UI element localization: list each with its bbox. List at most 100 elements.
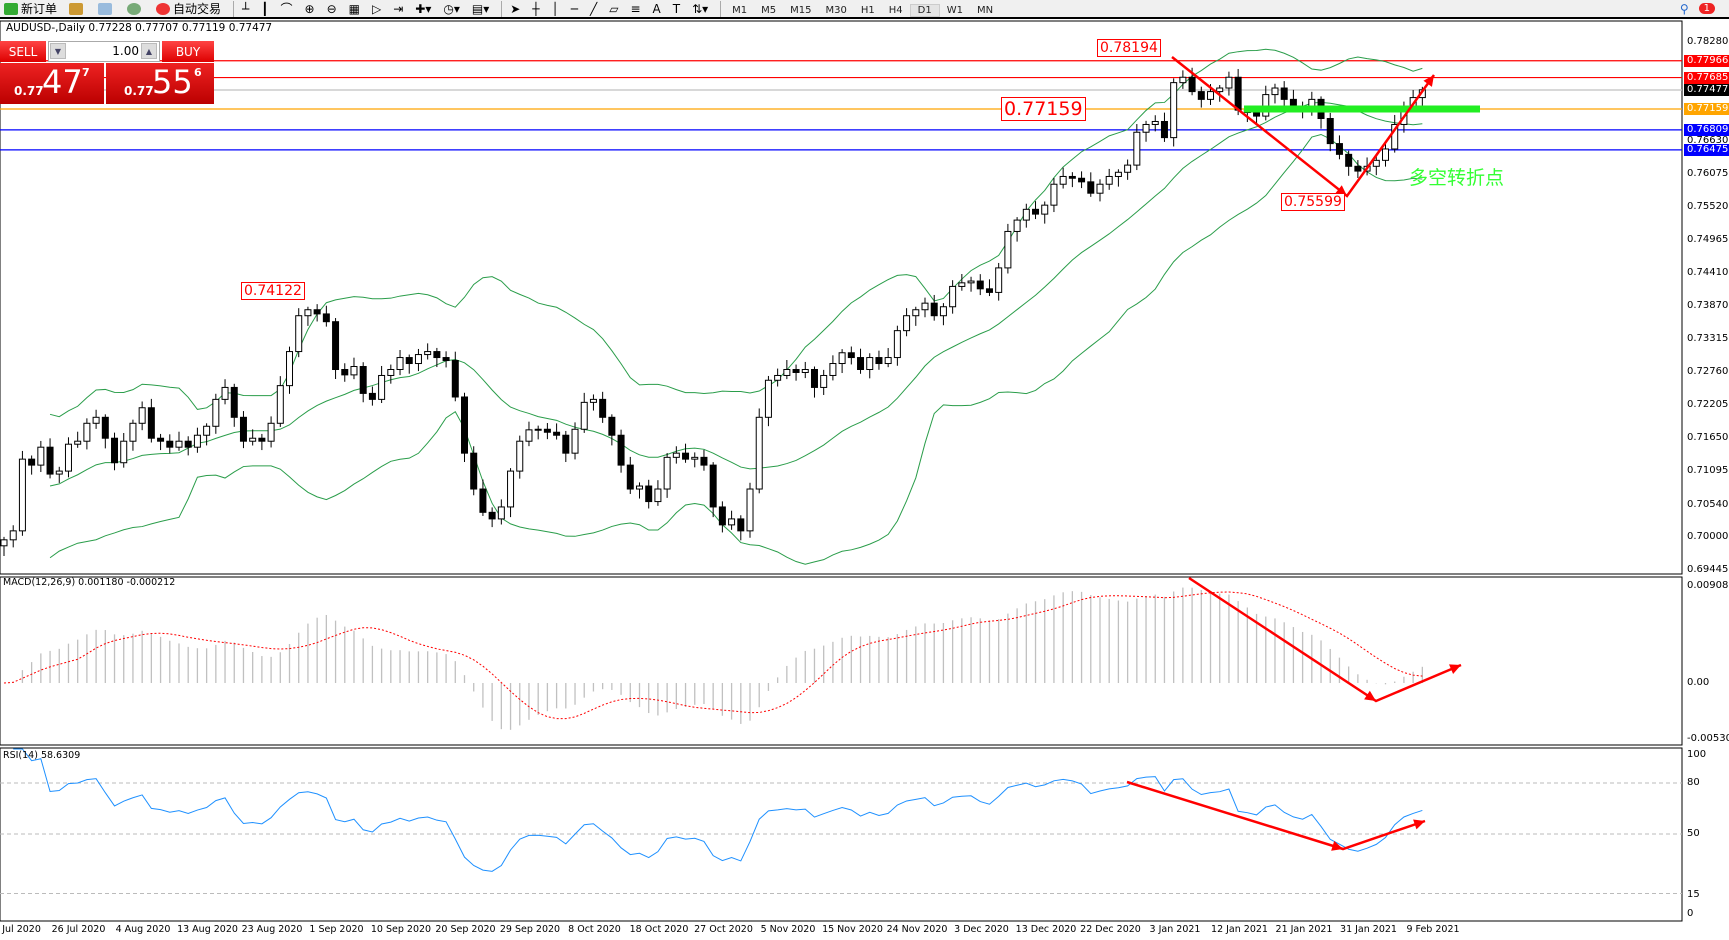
templates-button[interactable]: ▤▾ <box>471 1 490 16</box>
candle <box>718 506 726 526</box>
trendline-button[interactable]: ╱ <box>590 1 598 16</box>
arrow-head-icon <box>1331 840 1343 851</box>
price-axis-label: 0.69445 <box>1687 564 1729 575</box>
candle <box>1225 76 1233 89</box>
crosshair-button[interactable]: ┼ <box>532 1 540 16</box>
timeframe-m30[interactable]: M30 <box>825 4 847 16</box>
date-axis-label: 8 Oct 2020 <box>568 924 621 935</box>
candle <box>1105 175 1113 185</box>
candle <box>175 440 183 448</box>
candle <box>479 488 487 513</box>
timeframe-m1[interactable]: M1 <box>732 4 748 16</box>
date-axis-label: 12 Jan 2021 <box>1211 924 1268 935</box>
rsi-axis-50: 50 <box>1687 828 1700 839</box>
buy-button[interactable]: BUY <box>162 41 214 62</box>
candle <box>1234 76 1242 111</box>
candle <box>1032 208 1040 215</box>
price-axis-label: 0.74965 <box>1687 234 1729 246</box>
date-axis-label: 31 Jan 2021 <box>1340 924 1397 935</box>
terminal-button[interactable] <box>94 0 119 18</box>
price-axis-label: 0.72760 <box>1687 365 1729 377</box>
signals-button[interactable] <box>123 0 148 18</box>
new-order-button[interactable]: 新订单 <box>0 0 61 18</box>
rsi-pane <box>0 747 1683 922</box>
lot-size-input[interactable]: 1.00 <box>48 41 160 62</box>
macd-axis-min: -0.005306 <box>1687 733 1729 744</box>
candle <box>405 357 413 365</box>
bar-chart-button[interactable]: ┴ <box>242 1 250 16</box>
price-axis-label: 0.77159 <box>1684 102 1729 115</box>
date-axis-label: 5 Nov 2020 <box>760 924 816 935</box>
auto-trading-button[interactable]: 自动交易 <box>152 0 225 18</box>
price-axis-label: 0.74410 <box>1687 267 1729 279</box>
candle <box>1372 159 1380 167</box>
candle <box>74 440 82 445</box>
candle <box>166 440 174 448</box>
candle <box>1317 98 1325 119</box>
line-chart-button[interactable]: ⌒ <box>280 1 293 16</box>
candle <box>884 357 892 365</box>
candle <box>995 267 1003 293</box>
candle <box>1179 76 1187 84</box>
notification-badge[interactable]: 1 <box>1698 3 1715 14</box>
sell-price-button[interactable]: 0.77 47 7 <box>0 63 104 104</box>
candle <box>350 366 358 376</box>
timeframe-w1[interactable]: W1 <box>946 4 963 16</box>
timeframe-h4[interactable]: H4 <box>888 4 903 16</box>
plus-icon <box>4 2 18 15</box>
text-button[interactable]: A <box>652 1 661 16</box>
candle <box>866 357 874 370</box>
signal-icon <box>127 2 142 15</box>
sell-button[interactable]: SELL <box>0 41 46 62</box>
fibonacci-button[interactable]: ≡ <box>630 1 641 16</box>
chart-shift-button[interactable]: ▷ <box>371 1 382 16</box>
candle <box>414 354 422 365</box>
arrow-head-icon <box>1413 819 1425 830</box>
indicators-button[interactable]: ✚▾ <box>415 1 432 16</box>
candle <box>157 437 165 442</box>
candle <box>829 363 837 376</box>
arrows-button[interactable]: ⇅▾ <box>692 1 709 16</box>
candle <box>359 366 367 394</box>
timeframe-h1[interactable]: H1 <box>860 4 875 16</box>
horizontal-line-button[interactable]: ─ <box>570 1 578 16</box>
candlestick-button[interactable]: ┃ <box>261 1 269 16</box>
date-axis-label: 3 Jan 2021 <box>1149 924 1201 935</box>
text-label-button[interactable]: T <box>672 1 681 16</box>
candle <box>497 506 505 520</box>
zoom-out-button[interactable]: ⊖ <box>326 1 337 16</box>
one-click-trading-panel: SELL 1.00 ▼ ▲ BUY 0.77 47 7 0.77 55 6 <box>0 41 214 104</box>
date-axis-label: 21 Jan 2021 <box>1275 924 1333 935</box>
periods-button[interactable]: ◷▾ <box>443 1 460 16</box>
timeframe-d1[interactable]: D1 <box>909 3 940 17</box>
vertical-line-button[interactable]: │ <box>551 1 559 16</box>
zoom-in-button[interactable]: ⊕ <box>304 1 315 16</box>
channel-button[interactable]: ▱ <box>609 1 619 16</box>
cursor-button[interactable]: ➤ <box>510 1 521 16</box>
tile-windows-button[interactable]: ▦ <box>348 1 360 16</box>
buy-price-button[interactable]: 0.77 55 6 <box>106 63 214 104</box>
timeframe-m5[interactable]: M5 <box>761 4 777 16</box>
candle <box>461 396 468 454</box>
bollinger-upper-band <box>49 48 1423 418</box>
candle <box>617 434 625 466</box>
lot-increase-button[interactable]: ▲ <box>141 43 157 59</box>
meta-editor-button[interactable] <box>65 0 90 18</box>
candle <box>1078 177 1086 183</box>
candle <box>1087 181 1095 194</box>
candle <box>203 425 211 436</box>
search-icon[interactable]: ⚲ <box>1679 1 1689 16</box>
candle <box>1326 117 1334 145</box>
candle <box>1160 120 1168 139</box>
timeframe-m15[interactable]: M15 <box>790 4 812 16</box>
candle <box>912 309 920 317</box>
timeframe-mn[interactable]: MN <box>976 4 994 16</box>
candle <box>553 431 561 436</box>
candle <box>1004 230 1012 269</box>
lot-decrease-button[interactable]: ▼ <box>50 43 66 59</box>
candle <box>1022 208 1030 221</box>
candle <box>193 434 201 448</box>
candle <box>304 309 312 317</box>
autoscroll-button[interactable]: ⇥ <box>393 1 404 16</box>
